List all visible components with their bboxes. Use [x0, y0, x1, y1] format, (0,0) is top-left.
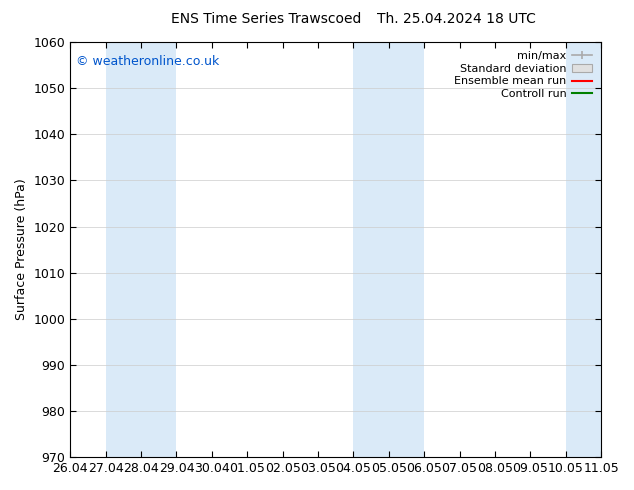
Text: Th. 25.04.2024 18 UTC: Th. 25.04.2024 18 UTC — [377, 12, 536, 26]
Bar — [389, 42, 424, 457]
Text: ENS Time Series Trawscoed: ENS Time Series Trawscoed — [171, 12, 361, 26]
Y-axis label: Surface Pressure (hPa): Surface Pressure (hPa) — [15, 179, 28, 320]
Text: © weatheronline.co.uk: © weatheronline.co.uk — [75, 54, 219, 68]
Bar — [106, 42, 141, 457]
Legend: min/max, Standard deviation, Ensemble mean run, Controll run: min/max, Standard deviation, Ensemble me… — [451, 48, 595, 102]
Bar — [566, 42, 601, 457]
Bar — [353, 42, 389, 457]
Bar — [141, 42, 176, 457]
